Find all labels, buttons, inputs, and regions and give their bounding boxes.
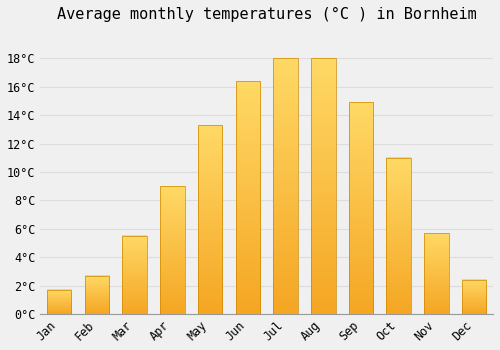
Bar [198, 125, 222, 314]
Bar [236, 81, 260, 314]
Bar [122, 236, 147, 314]
Bar [84, 275, 109, 314]
Bar [160, 186, 184, 314]
Bar [47, 290, 72, 314]
Bar [348, 103, 374, 314]
Bar [462, 280, 486, 314]
Bar [424, 233, 448, 314]
Bar [274, 58, 298, 314]
Title: Average monthly temperatures (°C ) in Bornheim: Average monthly temperatures (°C ) in Bo… [57, 7, 476, 22]
Bar [311, 58, 336, 314]
Bar [386, 158, 411, 314]
